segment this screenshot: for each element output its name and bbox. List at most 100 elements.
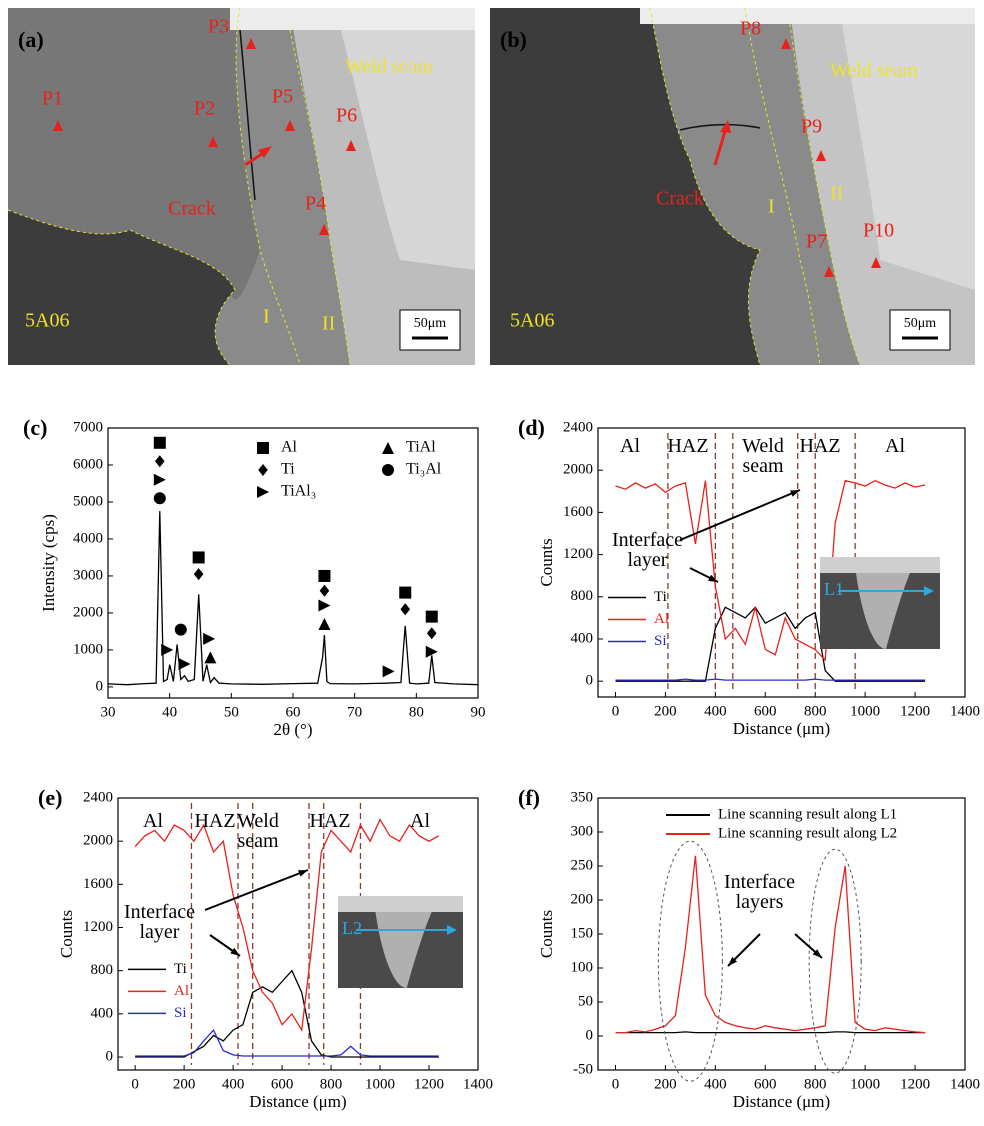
y-tick-label: 1000 [73, 641, 103, 657]
y-tick-label: 1200 [83, 919, 113, 935]
phase-marker [155, 455, 165, 468]
y-tick-label: 2400 [563, 419, 593, 435]
inset-label: L1 [824, 579, 844, 599]
x-tick-label: 800 [804, 703, 827, 719]
zone-label: II [830, 183, 843, 205]
phase-marker [174, 623, 187, 636]
y-tick-label: 100 [571, 959, 594, 975]
phase-marker [425, 610, 438, 623]
arrow-head [812, 949, 822, 958]
phase-marker [153, 473, 166, 486]
phase-marker [318, 569, 331, 582]
x-tick-label: 70 [347, 704, 362, 720]
base-label: 5A06 [25, 310, 69, 332]
arrow-head [230, 947, 240, 956]
plot-frame [597, 427, 966, 698]
series-line [107, 511, 479, 686]
series-line [615, 1031, 926, 1034]
zone-label: I [768, 196, 775, 218]
base-label: 5A06 [510, 310, 554, 332]
x-tick-label: 1400 [950, 703, 980, 719]
phase-marker [318, 618, 331, 631]
point-label: P5 [272, 86, 293, 108]
y-tick-label: 7000 [73, 419, 103, 435]
panel-label: (e) [38, 785, 62, 810]
series-line [615, 678, 926, 681]
point-label: P7 [806, 231, 827, 253]
legend-marker [382, 464, 394, 476]
phase-marker [192, 551, 205, 564]
legend-label: Ti [281, 461, 295, 478]
inset-arrow [447, 925, 457, 935]
point-label: P2 [194, 98, 215, 120]
panel-label: (c) [23, 415, 47, 440]
point-label: P6 [336, 105, 357, 127]
arrow-head [728, 956, 738, 966]
x-axis-label: Distance (μm) [733, 719, 830, 738]
phase-marker [203, 632, 216, 645]
legend-label: Ti [174, 961, 187, 977]
scale-label: 50μm [904, 316, 937, 331]
series-line [134, 818, 440, 1033]
region-label: HAZ [194, 810, 236, 832]
x-tick-label: 200 [654, 1076, 677, 1092]
x-tick-label: 30 [101, 704, 116, 720]
y-tick-label: 400 [571, 630, 594, 646]
series-line [135, 1028, 439, 1057]
y-tick-label: 1600 [563, 504, 593, 520]
x-tick-label: 40 [162, 704, 177, 720]
inset-image [820, 557, 940, 573]
y-tick-label: 0 [106, 1048, 114, 1064]
legend-label: Ti₃Al [406, 461, 442, 478]
weld-seam-label: Weld seam [345, 56, 433, 78]
y-tick-label: 5000 [73, 493, 103, 509]
annotation: Interface layer [123, 901, 196, 943]
interface-ellipse [657, 840, 723, 1082]
phase-marker [382, 665, 395, 678]
phase-marker [399, 586, 412, 599]
legend-marker [257, 442, 269, 454]
y-tick-label: 1200 [563, 546, 593, 562]
region-label: HAZ [667, 435, 709, 457]
y-tick-label: 2000 [73, 604, 103, 620]
arrow-head [298, 870, 308, 877]
weld-seam-label: Weld seam [830, 60, 918, 82]
y-tick-label: 6000 [73, 456, 103, 472]
legend-label: Si [654, 633, 667, 649]
y-tick-label: 1600 [83, 876, 113, 892]
region-label: Al [885, 435, 905, 457]
phase-marker [400, 603, 411, 616]
panel-label: (f) [518, 785, 540, 810]
y-tick-label: -50 [573, 1061, 593, 1077]
point-label: P1 [42, 88, 63, 110]
x-tick-label: 1000 [850, 703, 880, 719]
zone-label: I [263, 306, 270, 328]
y-tick-label: 0 [96, 678, 104, 694]
x-tick-label: 80 [409, 704, 424, 720]
legend-marker [257, 486, 269, 498]
y-tick-label: 150 [571, 925, 594, 941]
y-tick-label: 4000 [73, 530, 103, 546]
point-label: P8 [740, 18, 761, 40]
x-tick-label: 800 [804, 1076, 827, 1092]
legend-label: Al [174, 983, 189, 999]
x-axis-label: 2θ (°) [273, 720, 312, 739]
y-tick-label: 2000 [83, 833, 113, 849]
phase-marker [318, 599, 331, 612]
legend-label: Ti [654, 589, 667, 605]
panel-label: (b) [500, 27, 527, 52]
arrow [679, 489, 801, 541]
x-tick-label: 600 [754, 703, 777, 719]
phase-marker [161, 643, 174, 656]
legend-marker [258, 464, 268, 476]
region-label: Al [410, 810, 430, 832]
x-axis-label: Distance (μm) [733, 1092, 830, 1111]
y-tick-label: 2400 [83, 789, 113, 805]
legend-label: Si [174, 1005, 187, 1021]
x-tick-label: 1000 [850, 1076, 880, 1092]
legend-label: Line scanning result along L2 [718, 825, 897, 841]
y-tick-label: 50 [578, 993, 593, 1009]
region-label: Weld seam [237, 810, 279, 852]
x-tick-label: 1200 [414, 1076, 444, 1092]
